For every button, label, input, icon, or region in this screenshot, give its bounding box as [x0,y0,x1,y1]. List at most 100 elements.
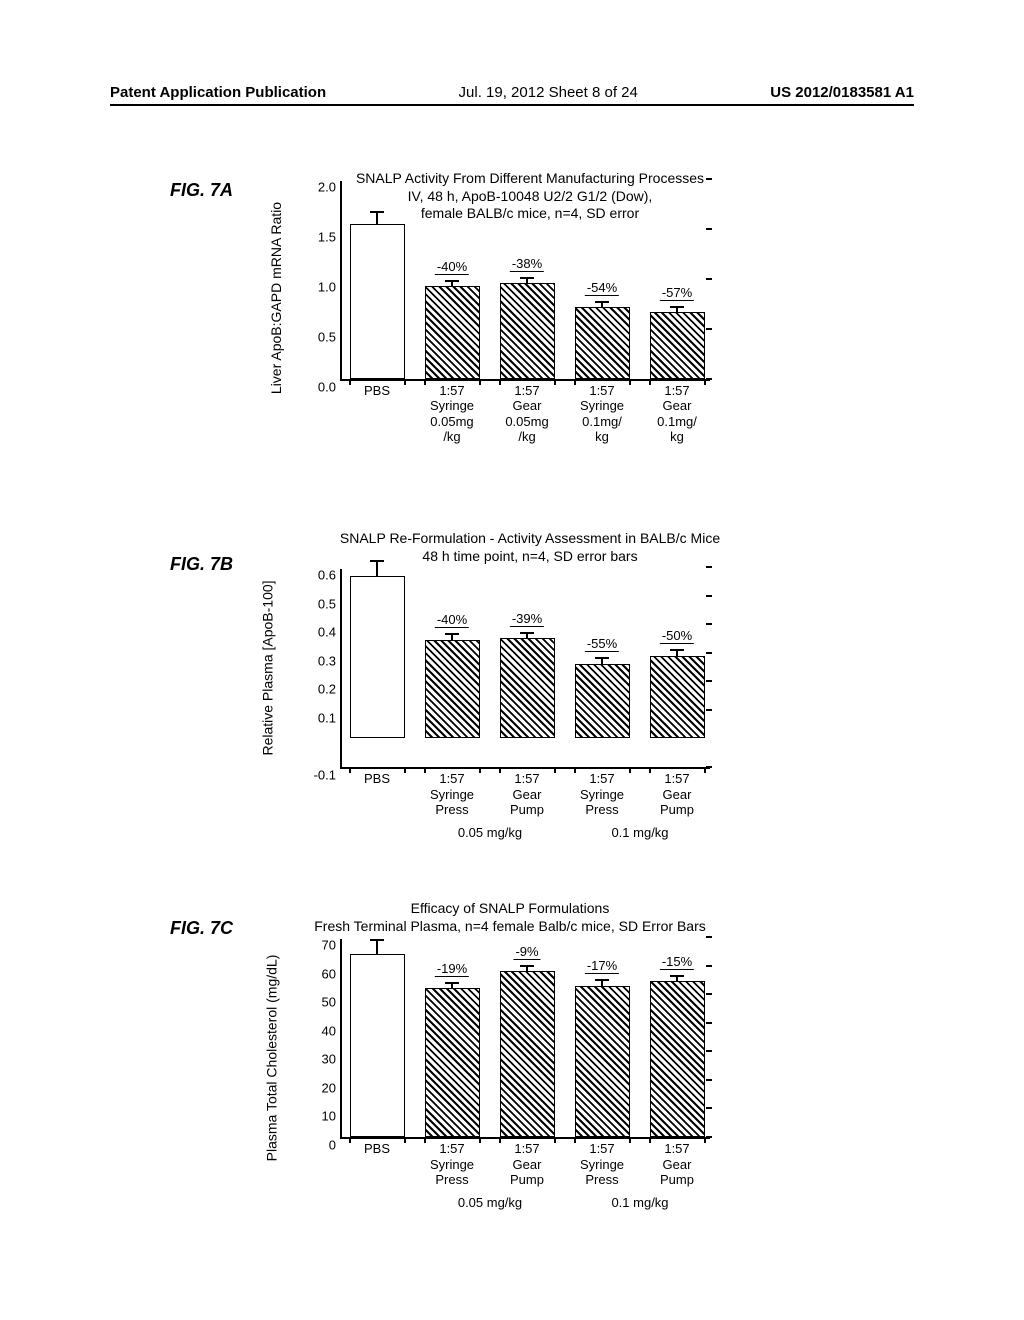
y-tick-mark [706,228,712,230]
x-tick [404,767,406,773]
y-tick-label: 40 [322,1023,342,1038]
x-tick [479,767,481,773]
y-tick-label: 0.1 [318,710,342,725]
y-tick-mark [706,936,712,938]
x-tick [554,379,556,385]
header-rule [110,104,914,106]
y-tick-mark [706,1136,712,1138]
figure-7a-chart: SNALP Activity From Different Manufactur… [340,170,740,381]
figure-7b-plot: -0.10.10.20.30.40.50.6PBS-40%1:57 Syring… [340,569,710,769]
x-label: 1:57 Syringe 0.05mg /kg [430,379,474,445]
chart-bar [350,954,405,1137]
x-label: PBS [364,767,390,787]
figure-7c-title: Efficacy of SNALP Formulations Fresh Ter… [270,900,750,935]
error-bar [376,212,378,224]
x-label: 1:57 Syringe Press [580,767,624,818]
x-group-label: 0.05 mg/kg [458,1195,522,1210]
bar-annotation: -38% [510,256,544,272]
x-tick [629,767,631,773]
y-tick-label: 0.6 [318,568,342,583]
error-cap [445,982,459,984]
figure-7a-ylabel: Liver ApoB:GAPD mRNA Ratio [268,202,284,394]
x-label: 1:57 Syringe Press [580,1137,624,1188]
y-tick-label: 0.3 [318,653,342,668]
y-tick-mark [706,652,712,654]
x-label: 1:57 Gear Pump [660,1137,694,1188]
chart-bar [650,656,705,739]
x-group-label: 0.1 mg/kg [611,825,668,840]
error-cap [670,306,684,308]
y-tick-label: 0.5 [318,596,342,611]
header-right: US 2012/0183581 A1 [770,84,914,101]
y-tick-mark [706,766,712,768]
x-label: 1:57 Gear 0.1mg/ kg [657,379,697,445]
y-tick-mark [706,328,712,330]
bar-annotation: -15% [660,954,694,970]
y-tick-label: 2.0 [318,179,342,194]
y-tick-label: 0.5 [318,329,342,344]
y-tick-mark [706,278,712,280]
error-bar [376,940,378,954]
figure-7c-ylabel: Plasma Total Cholesterol (mg/dL) [263,955,279,1162]
x-group-label: 0.05 mg/kg [458,825,522,840]
x-tick [649,767,651,773]
bar-annotation: -17% [585,958,619,974]
y-tick-mark [706,566,712,568]
y-tick-label: 60 [322,966,342,981]
figure-7c-label: FIG. 7C [170,918,233,939]
x-label: 1:57 Gear Pump [510,767,544,818]
x-tick [424,379,426,385]
y-tick-mark [706,1107,712,1109]
x-tick [499,1137,501,1143]
figure-7a-plot: 0.00.51.01.52.0PBS-40%1:57 Syringe 0.05m… [340,181,710,381]
chart-bar [500,638,555,738]
error-cap [370,211,384,213]
error-cap [445,280,459,282]
x-tick [404,379,406,385]
y-tick-mark [706,378,712,380]
figure-7b-label: FIG. 7B [170,554,233,575]
y-tick-label: 0 [329,1138,342,1153]
x-tick [404,1137,406,1143]
y-tick-mark [706,623,712,625]
x-tick [479,1137,481,1143]
x-tick [629,1137,631,1143]
y-tick-mark [706,178,712,180]
x-tick [704,379,706,385]
bar-annotation: -57% [660,285,694,301]
error-cap [670,649,684,651]
x-tick [554,1137,556,1143]
x-group-label: 0.1 mg/kg [611,1195,668,1210]
x-tick [479,379,481,385]
y-tick-mark [706,1079,712,1081]
header-center: Jul. 19, 2012 Sheet 8 of 24 [459,84,638,101]
error-bar [376,561,378,575]
figure-7b-ylabel: Relative Plasma [ApoB-100] [260,580,276,755]
chart-bar [650,981,705,1137]
bar-annotation: -40% [435,612,469,628]
figure-7c: FIG. 7C Plasma Total Cholesterol (mg/dL)… [0,900,1024,1250]
x-tick [424,1137,426,1143]
x-tick [554,767,556,773]
figure-7a-label: FIG. 7A [170,180,233,201]
error-cap [595,301,609,303]
chart-bar [350,224,405,379]
x-label: 1:57 Syringe Press [430,1137,474,1188]
x-tick [349,379,351,385]
x-tick [349,1137,351,1143]
x-label: PBS [364,1137,390,1157]
x-tick [574,1137,576,1143]
chart-bar [425,286,480,379]
x-label: PBS [364,379,390,399]
y-tick-label: 50 [322,995,342,1010]
figure-7b-chart: SNALP Re-Formulation - Activity Assessme… [340,530,760,769]
y-tick-label: 0.4 [318,625,342,640]
x-tick [349,767,351,773]
x-label: 1:57 Gear Pump [510,1137,544,1188]
x-tick [649,1137,651,1143]
y-tick-mark [706,993,712,995]
y-tick-mark [706,1050,712,1052]
error-cap [595,657,609,659]
x-label: 1:57 Syringe 0.1mg/ kg [580,379,624,445]
chart-bar [500,971,555,1137]
